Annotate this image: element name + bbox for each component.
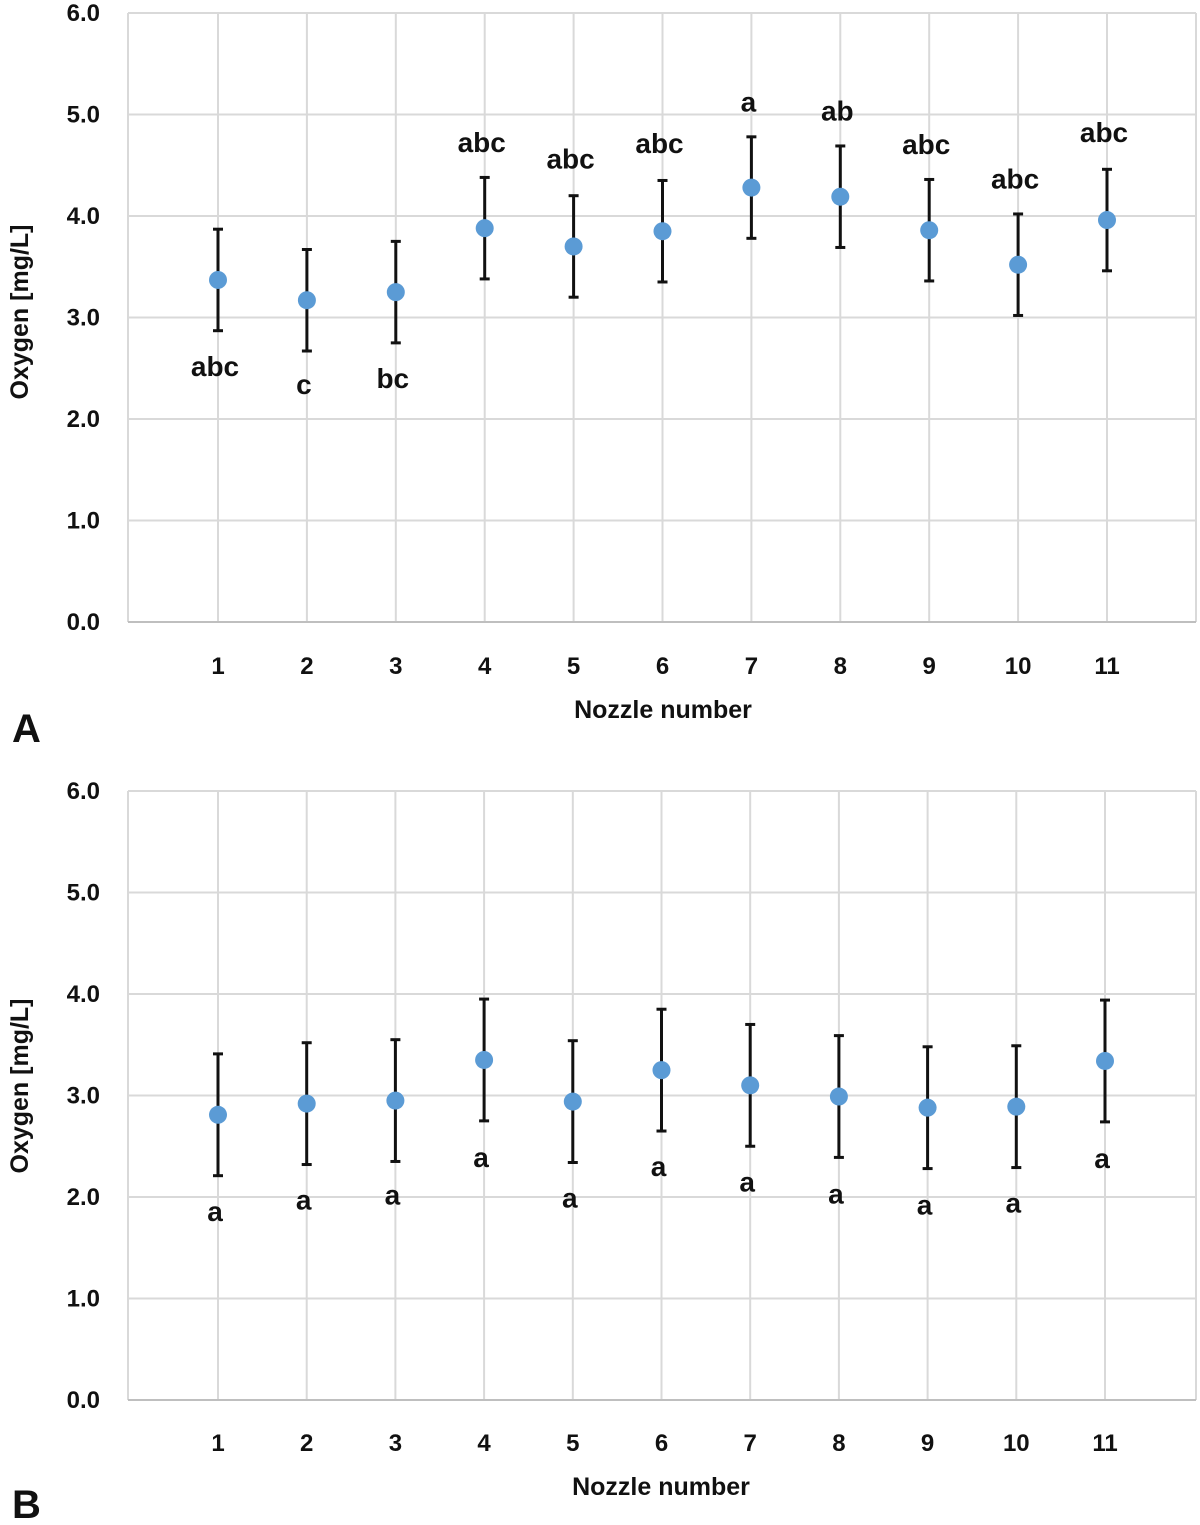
data-point: [829, 1087, 848, 1106]
significance-label: c: [296, 369, 312, 400]
significance-label: ab: [821, 96, 854, 127]
data-point: [653, 222, 672, 241]
significance-label: a: [562, 1183, 578, 1214]
significance-label: abc: [1080, 117, 1128, 148]
data-marks: [209, 135, 1116, 353]
data-point: [563, 1092, 582, 1111]
x-tick-label: 6: [655, 1430, 668, 1457]
x-tick-label: 4: [477, 1430, 491, 1457]
data-marks: [209, 997, 1114, 1178]
y-tick-label: 0.0: [67, 1387, 100, 1414]
data-point: [475, 1050, 494, 1069]
x-tick-label: 3: [389, 1430, 402, 1457]
significance-labels: abc c bc abc abc abc a ab abc abc abc: [191, 87, 1128, 401]
y-tick-label: 3.0: [67, 1083, 100, 1110]
significance-label: abc: [458, 127, 506, 158]
significance-label: abc: [902, 129, 950, 160]
x-tick-label: 1: [211, 1430, 224, 1457]
significance-label: a: [1006, 1188, 1022, 1219]
data-point: [918, 1098, 937, 1117]
panel-label: A: [12, 707, 41, 751]
significance-label: abc: [546, 143, 594, 174]
significance-label: a: [917, 1190, 933, 1221]
x-tick-label: 2: [300, 1430, 313, 1457]
data-point: [1009, 255, 1028, 274]
data-point: [297, 1094, 316, 1113]
data-point: [1096, 1051, 1114, 1070]
y-axis-title: Oxygen [mg/L]: [6, 224, 34, 399]
significance-label: abc: [635, 128, 683, 159]
data-point: [209, 270, 227, 289]
data-point: [741, 1076, 760, 1095]
significance-label: a: [651, 1151, 667, 1182]
data-point: [920, 221, 939, 240]
data-point: [386, 283, 405, 302]
x-tick-label: 10: [1005, 653, 1032, 680]
significance-label: a: [739, 1166, 755, 1197]
x-tick-label: 2: [300, 653, 313, 680]
tick-labels: 0.0 1.0 2.0 3.0 4.0 5.0 6.0 1 2 3 4 5 6 7 8 9 10 11: [67, 0, 1120, 680]
data-point: [209, 1105, 227, 1124]
y-tick-label: 5.0: [67, 880, 100, 907]
y-tick-label: 0.0: [67, 609, 100, 636]
significance-labels: a a a a a a a a a a a: [207, 1142, 1110, 1227]
x-tick-label: 10: [1003, 1430, 1030, 1457]
significance-label: bc: [376, 363, 409, 394]
y-tick-label: 3.0: [67, 305, 100, 332]
y-tick-label: 2.0: [67, 1184, 100, 1211]
x-axis-title: Nozzle number: [572, 1473, 750, 1501]
significance-label: a: [741, 87, 757, 118]
x-tick-label: 3: [389, 653, 402, 680]
data-point: [1098, 211, 1116, 230]
y-tick-label: 1.0: [67, 508, 100, 535]
data-point: [652, 1061, 671, 1080]
gridlines: [128, 12, 1196, 622]
x-axis-title: Nozzle number: [574, 696, 752, 724]
y-tick-label: 6.0: [67, 778, 100, 805]
chart-panel-b: 0.01.02.03.04.05.06.01 2 3 4 5 6 7 8 9 10 11 a a aaa…: [6, 778, 1197, 1525]
significance-label: a: [473, 1142, 489, 1173]
x-tick-label: 5: [567, 653, 580, 680]
data-point: [831, 187, 850, 206]
data-point: [297, 291, 316, 310]
chart-panel-a: 0.0 1.0 2.0 3.0 4.0 5.0 6.0 1 2 3 4 5 6 7 8 9 10 11 abc c b…: [6, 0, 1197, 751]
data-point: [742, 178, 761, 197]
y-tick-label: 4.0: [67, 981, 100, 1008]
x-tick-label: 9: [921, 1430, 934, 1457]
data-point: [386, 1091, 405, 1110]
significance-label: a: [296, 1185, 312, 1216]
y-tick-label: 5.0: [67, 102, 100, 129]
panel-label: B: [12, 1483, 41, 1525]
x-tick-label: 7: [744, 1430, 757, 1457]
data-point: [564, 237, 583, 256]
x-tick-label: 5: [566, 1430, 579, 1457]
x-tick-label: 1: [211, 653, 224, 680]
significance-label: a: [385, 1180, 401, 1211]
x-tick-label: 8: [832, 1430, 845, 1457]
axes: [127, 790, 1197, 1401]
significance-label: a: [828, 1179, 844, 1210]
x-tick-label: 11: [1092, 1430, 1117, 1457]
x-tick-label: 9: [923, 653, 936, 680]
axes: [127, 12, 1197, 623]
tick-labels: 0.0 1.0 2.0 3.0 4.0 5.0 6.0 1 2 3 4 5 6 7 8 9 10 11: [67, 778, 1118, 1457]
significance-label: abc: [191, 351, 239, 382]
significance-label: a: [207, 1196, 223, 1227]
x-tick-label: 7: [745, 653, 758, 680]
y-tick-label: 6.0: [67, 0, 100, 27]
data-point: [475, 219, 494, 238]
significance-label: a: [1094, 1143, 1110, 1174]
significance-label: abc: [991, 164, 1039, 195]
x-tick-label: 4: [478, 653, 492, 680]
x-tick-label: 11: [1094, 653, 1119, 680]
x-tick-label: 6: [656, 653, 669, 680]
y-tick-label: 2.0: [67, 406, 100, 433]
x-tick-label: 8: [834, 653, 847, 680]
data-point: [1007, 1097, 1026, 1116]
y-tick-label: 4.0: [67, 203, 100, 230]
y-axis-title: Oxygen [mg/L]: [6, 998, 34, 1173]
y-tick-label: 1.0: [67, 1286, 100, 1313]
